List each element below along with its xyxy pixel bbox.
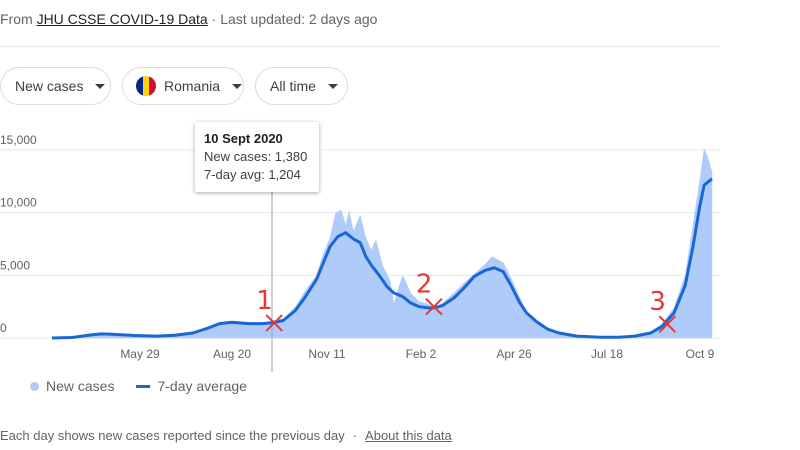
- cases-chart[interactable]: 0 5,000 10,000 15,000 1 2 3 May 29 Aug 20 Nov 1…: [0, 110, 730, 372]
- source-separator: ·: [207, 11, 221, 27]
- footer-separator: ·: [352, 428, 358, 443]
- y-tick-label: 10,000: [0, 196, 37, 210]
- chevron-down-icon: [327, 83, 338, 89]
- x-tick-label: Oct 9: [686, 347, 715, 361]
- chevron-down-icon: [232, 83, 243, 89]
- location-dropdown[interactable]: Romania: [122, 67, 244, 105]
- romania-flag-icon: [136, 76, 156, 96]
- header-divider: [0, 46, 720, 47]
- annotation-label: 3: [649, 287, 666, 317]
- y-tick-label: 15,000: [0, 133, 37, 147]
- range-label: All time: [270, 78, 316, 94]
- footer-note: Each day shows new cases reported since …: [0, 428, 345, 443]
- metric-label: New cases: [15, 78, 84, 94]
- metric-dropdown[interactable]: New cases: [0, 67, 111, 105]
- x-tick-label: Feb 2: [406, 347, 437, 361]
- range-dropdown[interactable]: All time: [255, 67, 348, 105]
- tooltip-new-cases: New cases: 1,380: [204, 149, 308, 164]
- chevron-down-icon: [95, 83, 106, 89]
- avg-legend-line: [136, 384, 151, 388]
- y-tick-label: 0: [0, 321, 7, 335]
- x-tick-label: Jul 18: [591, 347, 623, 361]
- x-tick-label: Aug 20: [213, 347, 251, 361]
- seven-day-average-line: [51, 177, 713, 340]
- new-cases-area: [51, 147, 713, 339]
- y-tick-label: 5,000: [0, 258, 30, 272]
- annotation-mark-1: 1: [256, 286, 283, 332]
- location-label: Romania: [164, 78, 221, 94]
- x-tick-label: Nov 11: [308, 347, 345, 361]
- hover-tooltip: 10 Sept 2020 New cases: 1,380 7-day avg:…: [195, 122, 319, 192]
- last-updated: Last updated: 2 days ago: [220, 11, 378, 27]
- tooltip-avg: 7-day avg: 1,204: [204, 167, 301, 182]
- legend-avg: 7-day average: [157, 378, 247, 394]
- source-prefix: From: [0, 11, 37, 27]
- source-link[interactable]: JHU CSSE COVID-19 Data: [36, 11, 208, 27]
- chart-legend: New cases 7-day average: [30, 378, 247, 394]
- about-data-link[interactable]: About this data: [365, 428, 452, 443]
- source-line: From JHU CSSE COVID-19 Data · Last updat…: [0, 11, 377, 27]
- x-tick-label: Apr 26: [496, 347, 532, 361]
- annotation-mark-2: 2: [416, 270, 443, 316]
- new-cases-legend-dot: [30, 381, 39, 391]
- legend-new-cases: New cases: [46, 378, 115, 394]
- x-tick-label: May 29: [120, 347, 160, 361]
- annotation-mark-3: 3: [649, 287, 677, 333]
- tooltip-date: 10 Sept 2020: [204, 131, 283, 146]
- annotation-label: 2: [416, 270, 433, 300]
- footer: Each day shows new cases reported since …: [0, 428, 452, 443]
- annotation-label: 1: [256, 286, 273, 316]
